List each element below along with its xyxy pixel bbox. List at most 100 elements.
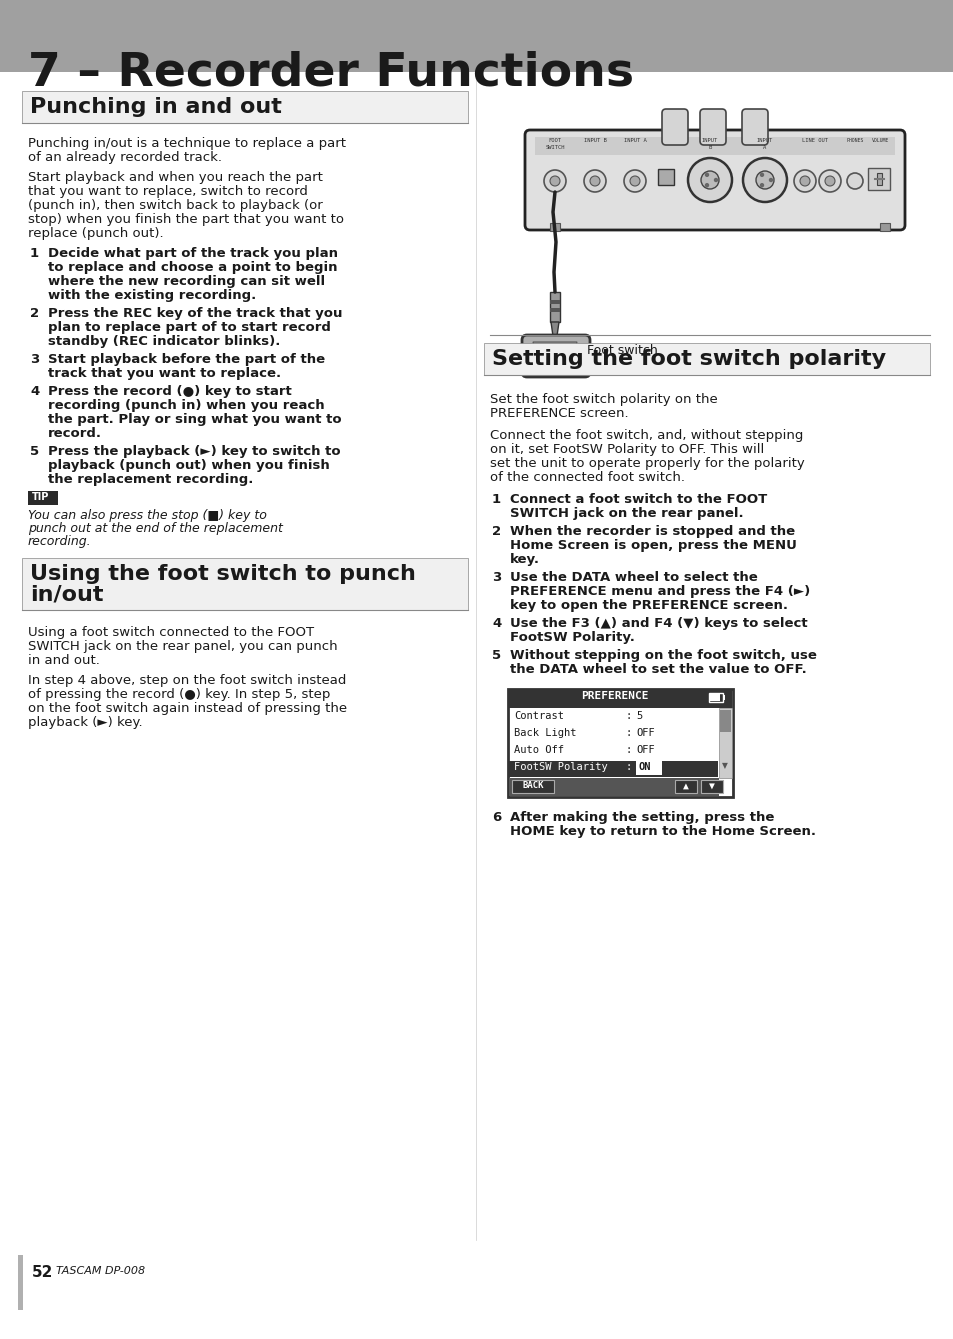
Text: standby (REC indicator blinks).: standby (REC indicator blinks). — [48, 335, 280, 348]
Text: the replacement recording.: the replacement recording. — [48, 473, 253, 486]
Circle shape — [700, 171, 719, 189]
Text: track that you want to replace.: track that you want to replace. — [48, 367, 281, 380]
Text: punch out at the end of the replacement: punch out at the end of the replacement — [28, 522, 283, 536]
Text: key to open the PREFERENCE screen.: key to open the PREFERENCE screen. — [510, 599, 787, 612]
Circle shape — [755, 171, 773, 189]
Text: SWITCH jack on the rear panel.: SWITCH jack on the rear panel. — [510, 507, 742, 520]
Text: 5: 5 — [30, 445, 39, 458]
FancyBboxPatch shape — [512, 781, 554, 793]
Bar — [509, 690, 731, 708]
FancyBboxPatch shape — [28, 491, 58, 505]
Text: Foot switch: Foot switch — [586, 344, 657, 356]
Text: 4: 4 — [492, 617, 500, 631]
Text: When the recorder is stopped and the: When the recorder is stopped and the — [510, 525, 794, 538]
Text: with the existing recording.: with the existing recording. — [48, 289, 256, 303]
Text: that you want to replace, switch to record: that you want to replace, switch to reco… — [28, 185, 308, 198]
Polygon shape — [551, 321, 558, 336]
Text: of the connected foot switch.: of the connected foot switch. — [490, 471, 684, 483]
Text: 6: 6 — [492, 811, 500, 823]
Circle shape — [793, 170, 815, 191]
Circle shape — [714, 178, 717, 182]
Text: set the unit to operate properly for the polarity: set the unit to operate properly for the… — [490, 457, 804, 470]
Text: Decide what part of the track you plan: Decide what part of the track you plan — [48, 246, 337, 260]
Bar — [719, 708, 731, 778]
Text: :: : — [625, 728, 632, 738]
Text: Start playback before the part of the: Start playback before the part of the — [48, 353, 325, 366]
Text: 1: 1 — [30, 246, 39, 260]
Text: 2: 2 — [492, 525, 500, 538]
Text: In step 4 above, step on the foot switch instead: In step 4 above, step on the foot switch… — [28, 674, 346, 687]
Text: ▼: ▼ — [708, 781, 714, 791]
Circle shape — [824, 175, 834, 186]
Bar — [708, 694, 722, 702]
Text: Punching in/out is a technique to replace a part: Punching in/out is a technique to replac… — [28, 137, 346, 150]
Circle shape — [760, 173, 762, 177]
Text: Auto Off: Auto Off — [514, 744, 563, 755]
Text: replace (punch out).: replace (punch out). — [28, 228, 164, 240]
Text: Press the REC key of the track that you: Press the REC key of the track that you — [48, 307, 342, 320]
Bar — [509, 778, 719, 795]
Text: of pressing the record (●) key. In step 5, step: of pressing the record (●) key. In step … — [28, 688, 330, 702]
Circle shape — [760, 183, 762, 186]
Text: Using the foot switch to punch: Using the foot switch to punch — [30, 564, 416, 584]
Text: PREFERENCE screen.: PREFERENCE screen. — [490, 407, 628, 420]
Text: the DATA wheel to set the value to OFF.: the DATA wheel to set the value to OFF. — [510, 663, 806, 676]
FancyBboxPatch shape — [700, 781, 722, 793]
Text: Connect a foot switch to the FOOT: Connect a foot switch to the FOOT — [510, 493, 766, 506]
FancyBboxPatch shape — [675, 781, 697, 793]
Circle shape — [742, 158, 786, 202]
Text: Use the DATA wheel to select the: Use the DATA wheel to select the — [510, 570, 757, 584]
Text: 3: 3 — [492, 570, 500, 584]
Text: 5: 5 — [636, 711, 641, 720]
Circle shape — [623, 170, 645, 191]
Text: record.: record. — [48, 427, 102, 441]
Text: the part. Play or sing what you want to: the part. Play or sing what you want to — [48, 412, 341, 426]
Text: to replace and choose a point to begin: to replace and choose a point to begin — [48, 261, 337, 274]
Text: A: A — [762, 145, 766, 150]
Text: 3: 3 — [30, 353, 39, 366]
Text: VOLUME: VOLUME — [870, 138, 887, 143]
Text: Punching in and out: Punching in and out — [30, 96, 281, 116]
Text: TIP: TIP — [32, 491, 50, 502]
Text: Start playback and when you reach the part: Start playback and when you reach the pa… — [28, 171, 322, 183]
Text: INPUT: INPUT — [756, 138, 772, 143]
Text: Home Screen is open, press the MENU: Home Screen is open, press the MENU — [510, 540, 796, 552]
Polygon shape — [533, 341, 577, 358]
Text: INPUT: INPUT — [701, 138, 718, 143]
Text: PREFERENCE menu and press the F4 (►): PREFERENCE menu and press the F4 (►) — [510, 585, 809, 599]
Text: recording.: recording. — [28, 536, 91, 548]
Text: stop) when you finish the part that you want to: stop) when you finish the part that you … — [28, 213, 344, 226]
Text: FOOT: FOOT — [548, 138, 561, 143]
Text: plan to replace part of to start record: plan to replace part of to start record — [48, 321, 331, 333]
FancyBboxPatch shape — [507, 690, 732, 797]
Text: Setting the foot switch polarity: Setting the foot switch polarity — [492, 349, 885, 370]
Circle shape — [629, 175, 639, 186]
Text: OFF: OFF — [636, 744, 654, 755]
FancyBboxPatch shape — [636, 761, 661, 775]
Bar — [709, 694, 720, 702]
FancyBboxPatch shape — [483, 343, 929, 375]
Circle shape — [800, 175, 809, 186]
Text: After making the setting, press the: After making the setting, press the — [510, 811, 774, 823]
Text: INPUT B: INPUT B — [583, 138, 606, 143]
Bar — [658, 169, 673, 185]
Text: in and out.: in and out. — [28, 653, 100, 667]
Bar — [550, 300, 559, 304]
Text: FootSW Polarity: FootSW Polarity — [514, 762, 607, 773]
Text: :: : — [625, 744, 632, 755]
Bar — [879, 224, 889, 232]
Text: on it, set FootSW Polarity to OFF. This will: on it, set FootSW Polarity to OFF. This … — [490, 443, 763, 457]
FancyBboxPatch shape — [22, 91, 468, 123]
Text: :: : — [625, 762, 632, 773]
Text: 2: 2 — [30, 307, 39, 320]
Text: Using a foot switch connected to the FOOT: Using a foot switch connected to the FOO… — [28, 627, 314, 639]
Text: 1: 1 — [492, 493, 500, 506]
Text: You can also press the stop (■) key to: You can also press the stop (■) key to — [28, 509, 267, 522]
Circle shape — [687, 158, 731, 202]
Text: SWITCH: SWITCH — [545, 145, 564, 150]
FancyBboxPatch shape — [741, 108, 767, 145]
Text: on the foot switch again instead of pressing the: on the foot switch again instead of pres… — [28, 702, 347, 715]
Text: OFF: OFF — [636, 728, 654, 738]
Text: (punch in), then switch back to playback (or: (punch in), then switch back to playback… — [28, 200, 322, 212]
Bar — [535, 137, 894, 155]
